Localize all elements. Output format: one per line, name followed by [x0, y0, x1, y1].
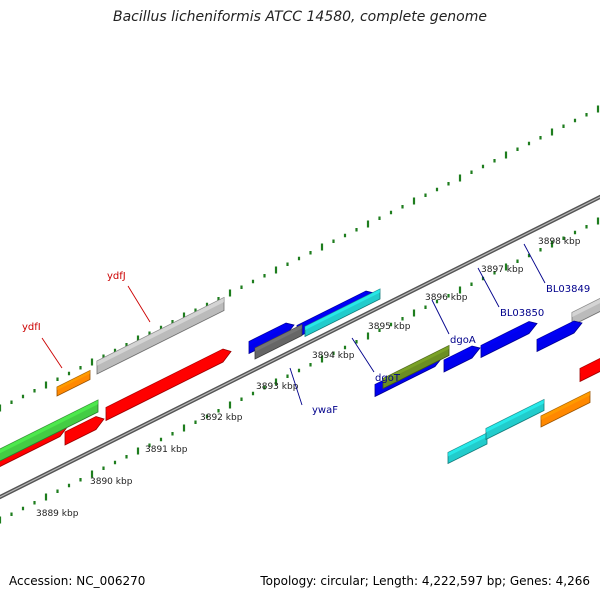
feature-blue-4-highlight [444, 346, 472, 365]
feature-gray-2-highlight [572, 298, 600, 318]
scale-tick-label: 3891 kbp [145, 445, 188, 455]
feature-red-3 [105, 348, 232, 422]
feature-orange-1 [56, 369, 91, 397]
feature-red-2 [64, 416, 105, 446]
gene-label-leader [289, 367, 303, 406]
scale-tick-label: 3889 kbp [36, 509, 79, 519]
gene-label: ywaF [312, 405, 338, 416]
scale-tick-label: 3893 kbp [256, 382, 299, 392]
feature-olive-1 [382, 344, 450, 390]
feature-orange-2-highlight [541, 391, 590, 420]
feature-blue-6 [536, 320, 583, 353]
accession-text: Accession: NC_006270 [9, 574, 146, 588]
gene-label: BL03850 [500, 308, 544, 319]
gene-label: ydfI [22, 322, 41, 333]
feature-red-4-highlight [580, 358, 600, 374]
feature-gray-1 [96, 296, 225, 375]
gene-label-leader [431, 299, 450, 335]
feature-green-1-highlight [0, 400, 98, 454]
feature-gray-1-highlight [97, 297, 224, 366]
gene-label: ydfJ [107, 271, 126, 282]
feature-red-4 [579, 358, 600, 383]
feature-cyan-3-highlight [486, 399, 544, 433]
feature-cyan-2-highlight [448, 433, 487, 457]
gene-label-leader [351, 337, 375, 373]
feature-green-1 [0, 399, 99, 462]
feature-blue-6-highlight [537, 321, 574, 344]
gene-label: dgoA [450, 335, 476, 346]
label-layer: 3889 kbp 3890 kbp 3891 kbp 3892 kbp 3893 kbp… [22, 237, 590, 519]
backbone-track [0, 194, 600, 500]
feature-orange-2 [540, 390, 591, 428]
gene-label: BL03849 [546, 284, 590, 295]
feature-cyan-3 [485, 398, 545, 441]
feature-red-2-highlight [65, 416, 96, 437]
feature-blue-5-body [480, 321, 538, 359]
scale-tick-label: 3896 kbp [425, 293, 468, 303]
feature-track [0, 288, 600, 467]
genome-summary-text: Topology: circular; Length: 4,222,597 bp… [260, 574, 590, 588]
feature-darkgray-1 [254, 323, 303, 360]
scale-tick-label: 3895 kbp [368, 322, 411, 332]
feature-blue-4 [443, 345, 481, 373]
gene-label: dgoT [375, 373, 401, 384]
feature-red-3-highlight [106, 349, 223, 413]
feature-darkgray-1-highlight [255, 324, 302, 352]
map-title: Bacillus licheniformis ATCC 14580, compl… [113, 9, 487, 25]
scale-tick-label: 3892 kbp [200, 413, 243, 423]
scale-tick-label: 3897 kbp [481, 265, 524, 275]
scale-tick-label: 3898 kbp [538, 237, 581, 247]
backbone-highlight [0, 196, 600, 498]
feature-blue-5 [480, 321, 538, 359]
gene-label-leader [523, 243, 546, 284]
scale-tick-label: 3894 kbp [312, 351, 355, 361]
feature-cyan-1 [304, 288, 381, 338]
gene-label-leader [127, 285, 151, 323]
feature-orange-1-highlight [57, 370, 90, 391]
feature-cyan-2 [447, 432, 488, 465]
gene-label-leader [41, 337, 63, 369]
feature-blue-1-highlight [249, 323, 286, 346]
feature-blue-2-highlight [297, 291, 366, 330]
scale-tick-label: 3890 kbp [90, 477, 133, 487]
feature-cyan-1-highlight [305, 289, 380, 330]
gene-label-leader [477, 267, 500, 308]
feature-blue-5-highlight [481, 321, 529, 350]
feature-olive-1-highlight [383, 345, 449, 382]
